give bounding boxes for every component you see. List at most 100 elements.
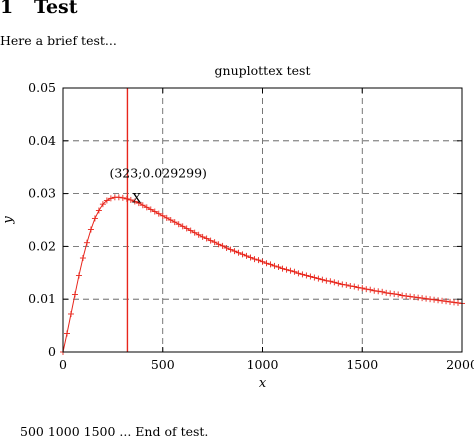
data-point xyxy=(387,290,394,297)
data-point xyxy=(187,227,194,234)
data-point xyxy=(91,215,98,222)
x-tick-label: 1500 xyxy=(346,357,378,372)
data-point xyxy=(83,239,90,246)
data-point xyxy=(63,330,70,337)
peak-annotation-label: (323;0.029299) xyxy=(109,165,206,180)
data-point xyxy=(407,293,414,300)
data-point xyxy=(135,200,142,207)
data-point xyxy=(415,294,422,301)
grid-lines xyxy=(63,88,462,352)
chart-title: gnuplottex test xyxy=(215,63,311,78)
data-point xyxy=(191,229,198,236)
data-point xyxy=(443,298,450,305)
y-tick-label: 0.02 xyxy=(28,238,56,253)
section-title: Test xyxy=(34,0,78,18)
data-point xyxy=(215,241,222,248)
data-point xyxy=(331,279,338,286)
data-point xyxy=(231,248,238,255)
data-point xyxy=(95,207,102,214)
data-point xyxy=(71,291,78,298)
data-point xyxy=(207,237,214,244)
data-point xyxy=(343,281,350,288)
data-point xyxy=(175,221,182,228)
data-point xyxy=(255,257,262,264)
y-tick-label: 0 xyxy=(48,344,56,359)
data-point xyxy=(303,272,310,279)
data-point xyxy=(327,278,334,285)
data-point xyxy=(195,231,202,238)
data-point xyxy=(75,272,82,279)
data-point xyxy=(171,219,178,226)
data-point xyxy=(155,210,162,217)
data-point xyxy=(423,295,430,302)
data-point xyxy=(87,226,94,233)
data-point xyxy=(267,261,274,268)
data-point xyxy=(223,244,230,251)
data-point xyxy=(395,291,402,298)
peak-annotation-marker: X xyxy=(132,191,142,206)
x-axis-label: x xyxy=(259,376,267,391)
x-tick-label: 2000 xyxy=(446,357,474,372)
data-point xyxy=(163,214,170,221)
data-point xyxy=(399,292,406,299)
data-point xyxy=(219,242,226,249)
y-tick-label: 0.04 xyxy=(28,133,56,148)
data-point xyxy=(439,297,446,304)
data-point xyxy=(243,252,250,259)
data-point xyxy=(367,286,374,293)
data-point xyxy=(379,288,386,295)
data-point xyxy=(375,288,382,295)
data-point xyxy=(347,283,354,289)
intro-paragraph: Here a brief test... xyxy=(0,33,117,48)
data-point xyxy=(295,270,302,277)
data-point xyxy=(371,287,378,294)
data-point xyxy=(391,290,398,297)
y-axis-label: y xyxy=(1,216,16,225)
data-point xyxy=(351,283,358,290)
data-point xyxy=(79,255,86,262)
data-point xyxy=(263,260,270,267)
data-point xyxy=(203,235,210,242)
data-point xyxy=(67,310,74,317)
data-point xyxy=(283,266,290,273)
section-number: 1 xyxy=(0,0,14,18)
y-tick-label: 0.03 xyxy=(28,186,56,201)
data-point xyxy=(279,265,286,272)
x-tick-label: 1000 xyxy=(247,357,279,372)
data-point xyxy=(251,256,258,263)
data-point xyxy=(183,225,190,232)
data-point xyxy=(447,298,454,305)
data-point xyxy=(455,299,462,306)
section-heading: 1 Test xyxy=(0,0,78,18)
data-point xyxy=(179,223,186,230)
data-point xyxy=(159,212,166,219)
data-point xyxy=(419,295,426,302)
data-point xyxy=(339,281,346,288)
data-point xyxy=(299,271,306,278)
data-point xyxy=(131,198,138,205)
data-point xyxy=(227,246,234,253)
data-point xyxy=(107,195,114,202)
data-point xyxy=(383,289,390,296)
data-point xyxy=(271,262,278,269)
data-point xyxy=(355,284,362,291)
data-point xyxy=(147,206,154,213)
data-point xyxy=(259,258,266,265)
data-point xyxy=(311,274,318,281)
y-tick-label: 0.01 xyxy=(28,291,56,306)
data-point xyxy=(103,197,110,204)
data-point xyxy=(319,276,326,283)
data-point xyxy=(127,196,134,203)
data-point xyxy=(199,233,206,240)
data-point xyxy=(451,299,458,306)
y-tick-label: 0.05 xyxy=(28,80,56,95)
data-point xyxy=(211,239,218,246)
data-point xyxy=(239,251,246,258)
data-point xyxy=(363,286,370,293)
data-point xyxy=(151,208,158,215)
data-point xyxy=(431,296,438,303)
closing-paragraph: 500 1000 1500 ... End of test. xyxy=(20,424,209,439)
axis-ticks: 0 0.01 0.02 0.03 0.04 0.05 0 500 1000 1500 2000 xyxy=(28,80,474,372)
data-point xyxy=(323,277,330,284)
data-point xyxy=(403,293,410,300)
